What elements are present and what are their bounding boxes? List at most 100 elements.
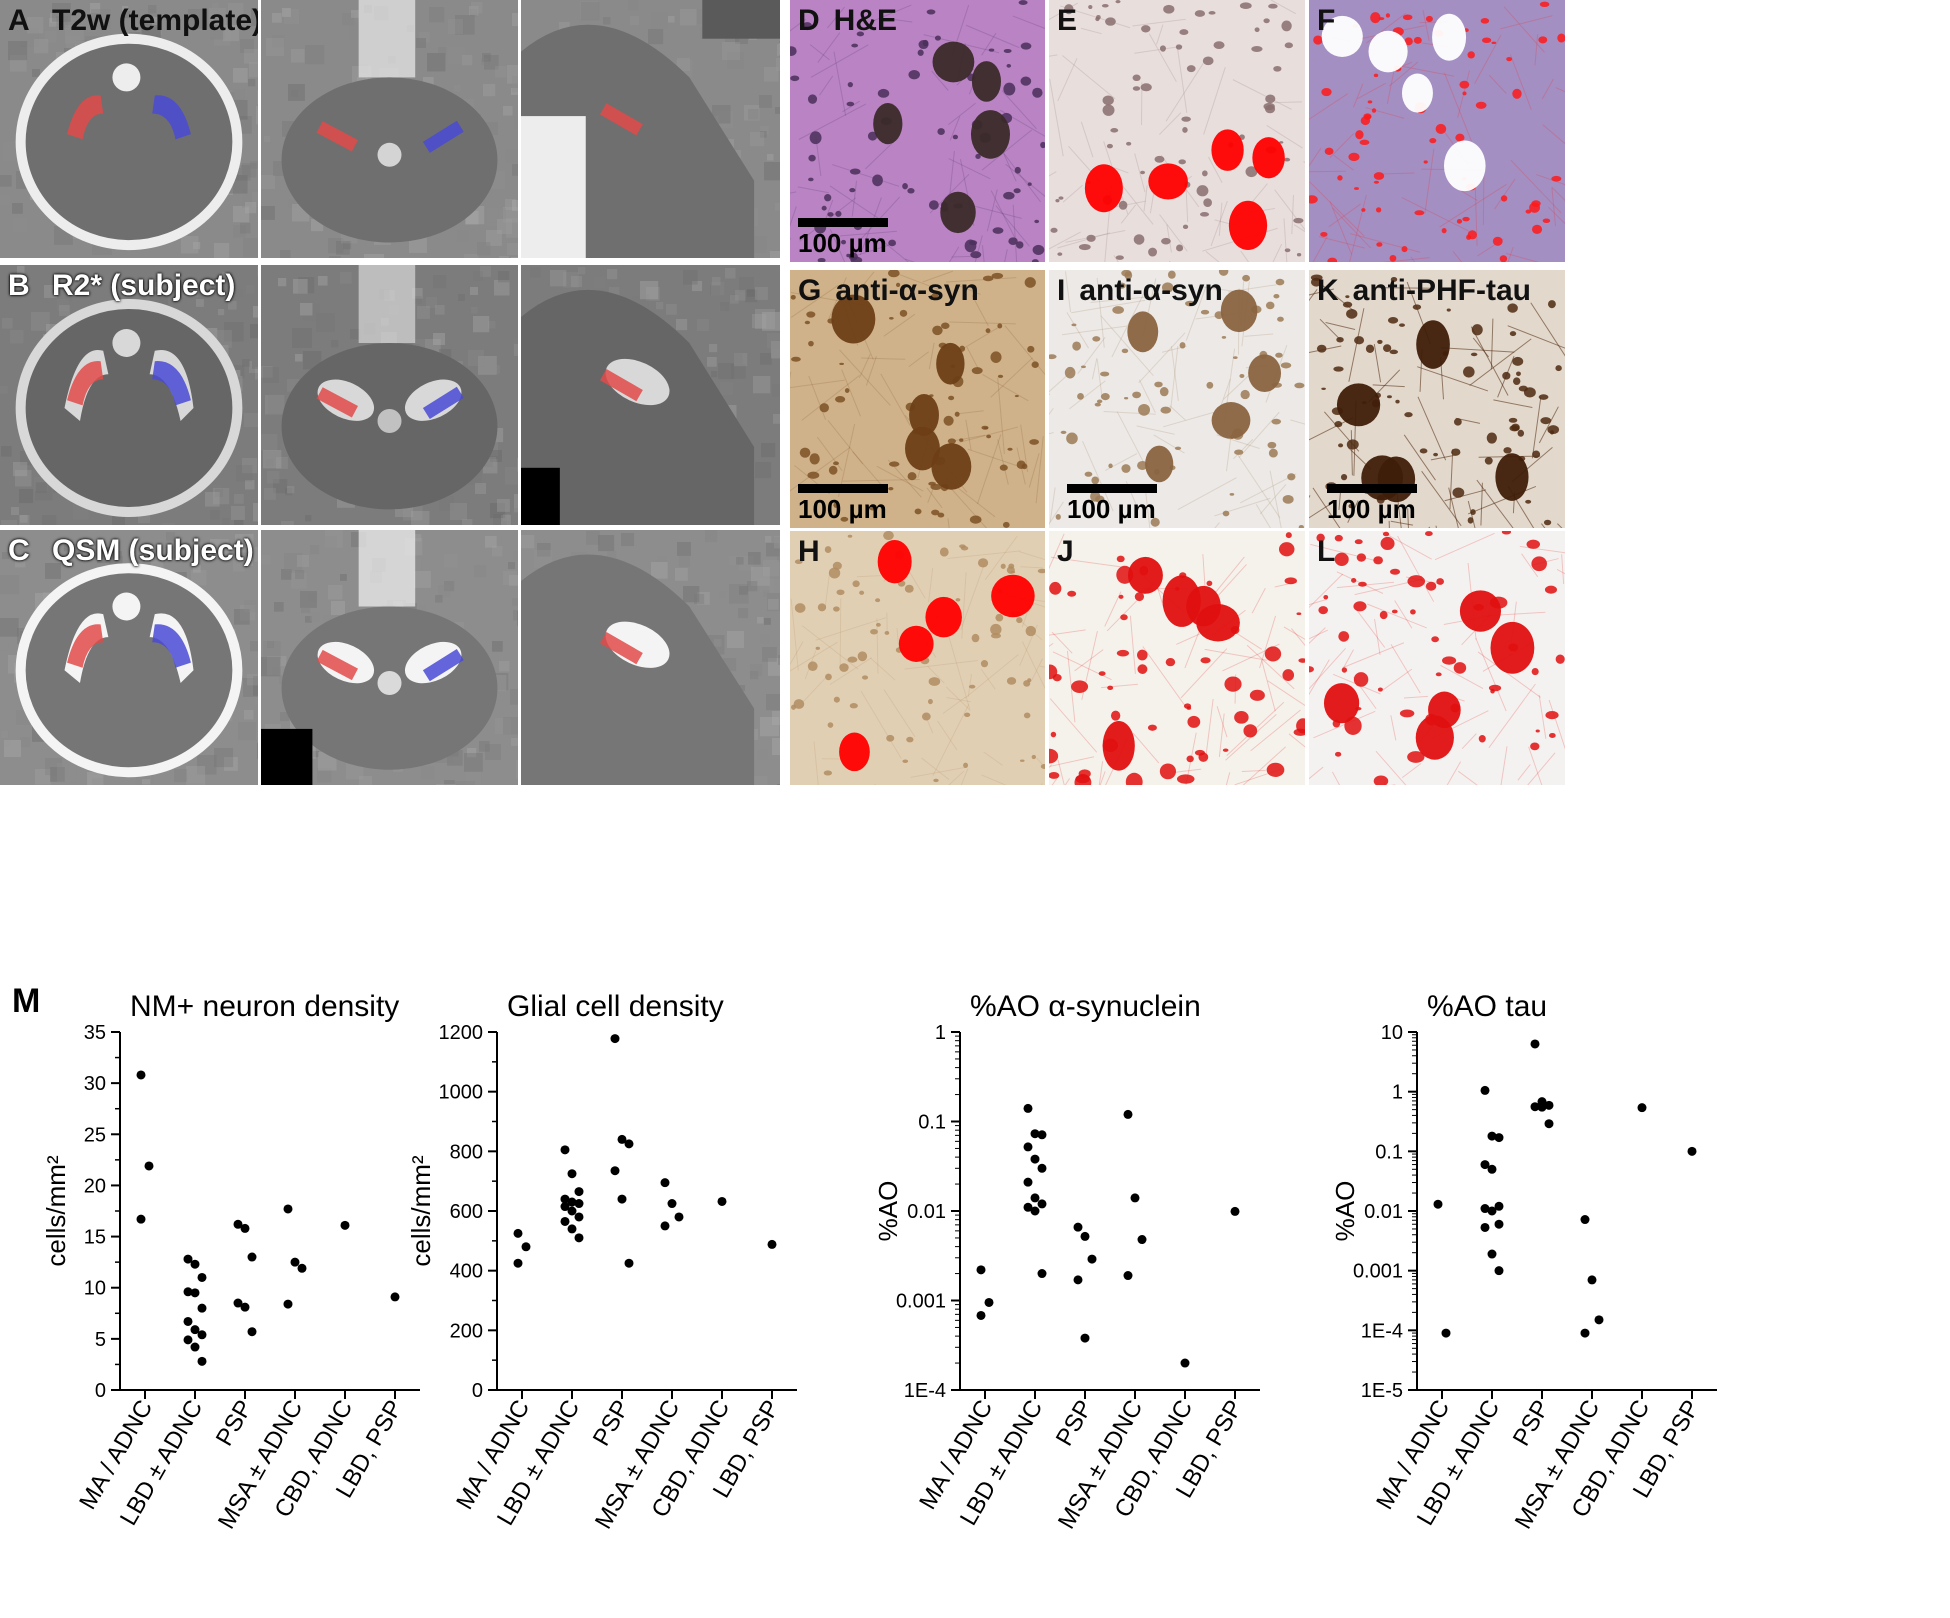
data-point bbox=[513, 1258, 523, 1268]
data-point bbox=[1030, 1154, 1040, 1164]
data-point bbox=[1037, 1199, 1047, 1209]
data-point bbox=[567, 1169, 577, 1179]
data-point bbox=[340, 1220, 350, 1230]
data-point bbox=[240, 1223, 250, 1233]
mri-slice-image bbox=[261, 265, 518, 525]
data-point bbox=[297, 1263, 307, 1273]
mri-slice-image bbox=[0, 0, 258, 258]
mri-slice-image bbox=[521, 530, 780, 785]
data-point bbox=[1494, 1133, 1504, 1143]
histology-tile: E bbox=[1049, 0, 1305, 262]
y-tick-label: 0.01 bbox=[907, 1201, 946, 1223]
y-tick-label: 15 bbox=[84, 1227, 106, 1249]
histology-tile: D H&E 100 µm bbox=[790, 0, 1045, 262]
data-point bbox=[1230, 1206, 1240, 1216]
mri-tile: B R2* (subject) bbox=[0, 265, 258, 525]
histology-tile: L bbox=[1309, 531, 1565, 785]
mri-slice-image bbox=[0, 265, 258, 525]
data-point bbox=[1087, 1254, 1097, 1264]
data-point bbox=[1037, 1163, 1047, 1173]
data-point bbox=[183, 1335, 193, 1345]
data-point bbox=[190, 1342, 200, 1352]
data-point bbox=[567, 1197, 577, 1207]
data-point bbox=[1433, 1199, 1443, 1209]
y-axis-label: %AO bbox=[873, 1181, 903, 1242]
data-point bbox=[1544, 1119, 1554, 1129]
y-tick-label: 1 bbox=[935, 1022, 946, 1044]
scale-bar-label: 100 µm bbox=[798, 494, 887, 524]
y-tick-label: 10 bbox=[1381, 1022, 1403, 1044]
data-point bbox=[574, 1187, 584, 1197]
scatter-charts: NM+ neuron density05101520253035cells/mm… bbox=[41, 990, 1717, 1534]
data-point bbox=[1487, 1164, 1497, 1174]
data-point bbox=[1480, 1085, 1490, 1095]
panel-letter: B bbox=[8, 269, 30, 302]
data-point bbox=[1487, 1206, 1497, 1216]
y-tick-label: 800 bbox=[450, 1141, 483, 1163]
y-tick-label: 600 bbox=[450, 1201, 483, 1223]
data-point bbox=[290, 1257, 300, 1267]
data-point bbox=[1537, 1102, 1547, 1112]
data-point bbox=[1073, 1222, 1083, 1232]
histology-image bbox=[1309, 0, 1565, 262]
data-point bbox=[1587, 1275, 1597, 1285]
data-point bbox=[197, 1303, 207, 1313]
panel-caption: anti-PHF-tau bbox=[1352, 274, 1531, 307]
y-tick-label: 30 bbox=[84, 1073, 106, 1095]
data-point bbox=[190, 1288, 200, 1298]
panel-letter: K bbox=[1317, 274, 1339, 307]
data-point bbox=[1073, 1275, 1083, 1285]
data-point bbox=[610, 1034, 620, 1044]
data-point bbox=[183, 1254, 193, 1264]
mri-tile bbox=[261, 265, 518, 525]
mri-tile bbox=[261, 0, 518, 258]
panel-letter: J bbox=[1057, 535, 1074, 568]
data-point bbox=[660, 1221, 670, 1231]
data-point bbox=[567, 1206, 577, 1216]
scale-bar bbox=[1067, 484, 1157, 493]
data-point bbox=[1080, 1333, 1090, 1343]
data-point bbox=[767, 1239, 777, 1249]
y-tick-label: 20 bbox=[84, 1175, 106, 1197]
mri-tile: A T2w (template) bbox=[0, 0, 258, 258]
panel-letter: E bbox=[1057, 4, 1078, 37]
panel-letter: D bbox=[798, 4, 820, 37]
panel-caption: anti-α-syn bbox=[1079, 274, 1223, 307]
y-tick-label: 200 bbox=[450, 1320, 483, 1342]
y-tick-label: 400 bbox=[450, 1261, 483, 1283]
mri-slice-image bbox=[0, 530, 258, 785]
data-point bbox=[1023, 1142, 1033, 1152]
data-point bbox=[283, 1299, 293, 1309]
data-point bbox=[1030, 1129, 1040, 1139]
y-tick-label: 1000 bbox=[439, 1082, 484, 1104]
histology-image bbox=[1049, 531, 1305, 785]
y-axis-label: cells/mm² bbox=[41, 1155, 71, 1267]
data-point bbox=[1494, 1219, 1504, 1229]
panel-letter: H bbox=[798, 535, 820, 568]
y-tick-label: 1E-4 bbox=[904, 1380, 946, 1402]
mri-tile bbox=[521, 265, 780, 525]
panel-letter: A bbox=[8, 4, 30, 37]
histology-image bbox=[790, 531, 1045, 785]
panel-caption: R2* (subject) bbox=[43, 269, 236, 302]
mri-tile: C QSM (subject) bbox=[0, 530, 258, 785]
panel-label-d: D H&E bbox=[798, 4, 897, 38]
data-point bbox=[1080, 1231, 1090, 1241]
y-tick-label: 10 bbox=[84, 1278, 106, 1300]
data-point bbox=[1123, 1109, 1133, 1119]
data-point bbox=[144, 1161, 154, 1171]
histology-tile: J bbox=[1049, 531, 1305, 785]
data-point bbox=[1137, 1235, 1147, 1245]
x-tick-label: PSP bbox=[1508, 1396, 1555, 1451]
data-point bbox=[1180, 1358, 1190, 1368]
data-point bbox=[233, 1298, 243, 1308]
histology-image bbox=[790, 0, 1045, 262]
panel-caption: QSM (subject) bbox=[43, 534, 254, 567]
data-point bbox=[1580, 1215, 1590, 1225]
data-point bbox=[617, 1194, 627, 1204]
mri-slice-image bbox=[261, 0, 518, 258]
mri-slice-image bbox=[521, 0, 780, 258]
histology-tile: F bbox=[1309, 0, 1565, 262]
